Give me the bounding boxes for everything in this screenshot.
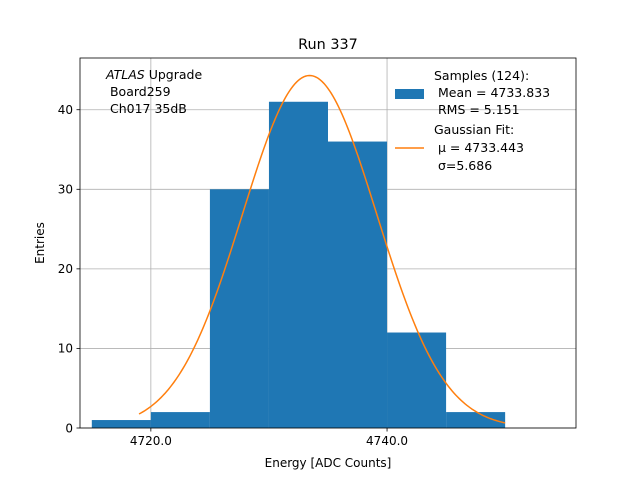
annotation-upgrade: Upgrade — [145, 67, 203, 82]
histogram-bar — [209, 189, 269, 428]
y-tick-label: 20 — [58, 262, 73, 276]
legend-fit-line-2: μ = 4733.443 — [434, 140, 524, 155]
y-tick-label: 30 — [58, 183, 73, 197]
gaussian-fit — [138, 74, 506, 424]
legend-hist-line-1: Samples (124): — [434, 68, 529, 83]
y-tick-label: 40 — [58, 103, 73, 117]
gaussian-fit-curve — [138, 74, 506, 424]
x-axis-label: Energy [ADC Counts] — [265, 456, 392, 470]
y-tick-label: 0 — [65, 421, 73, 435]
histogram-bar — [446, 412, 506, 428]
histogram-bar — [91, 420, 151, 428]
legend-hist-swatch — [395, 89, 424, 99]
annotation-line-2: Board259 — [106, 84, 171, 99]
legend-fit-line-1: Gaussian Fit: — [434, 122, 514, 137]
y-axis-label: Entries — [33, 222, 47, 264]
legend-fit-line-3: σ=5.686 — [434, 158, 492, 173]
annotation-line-3: Ch017 35dB — [106, 101, 187, 116]
legend-hist-line-2: Mean = 4733.833 — [434, 85, 550, 100]
x-axis-ticks: 4720.0 4740.0 — [130, 428, 408, 448]
histogram-bar — [268, 101, 328, 429]
legend: Samples (124): Mean = 4733.833 RMS = 5.1… — [395, 68, 550, 173]
legend-hist-line-3: RMS = 5.151 — [434, 102, 520, 117]
histogram-bars — [91, 101, 506, 429]
histogram-bar — [328, 141, 388, 428]
y-tick-label: 10 — [58, 342, 73, 356]
y-axis-ticks: 0 10 20 30 40 — [58, 103, 80, 435]
annotation-line-1: ATLAS Upgrade — [105, 67, 202, 82]
histogram-bar — [387, 332, 447, 428]
x-tick-label: 4740.0 — [366, 434, 408, 448]
chart-title: Run 337 — [298, 37, 358, 53]
atlas-annotation: ATLAS Upgrade Board259 Ch017 35dB — [105, 67, 202, 116]
x-tick-label: 4720.0 — [130, 434, 172, 448]
annotation-atlas: ATLAS — [105, 67, 145, 82]
histogram-bar — [150, 412, 210, 428]
plot-frame — [79, 57, 577, 429]
